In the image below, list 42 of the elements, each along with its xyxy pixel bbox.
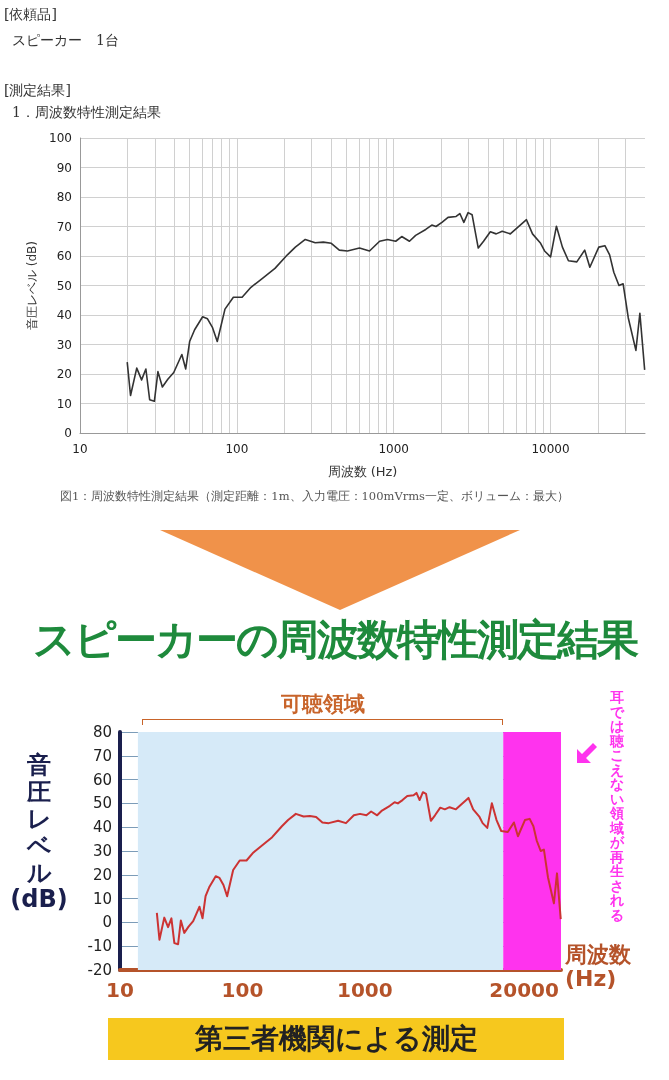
y-tick-label: 20 — [56, 367, 72, 381]
x-tick-label: 1000 — [337, 978, 393, 1002]
caption: 図1：周波数特性測定結果（測定距離：1m、入力電圧：100mVrms一定、ボリューム：最大） — [60, 489, 570, 504]
y-tick-label: 50 — [92, 794, 112, 813]
text: 第三者機関による測定 — [108, 1018, 564, 1060]
y-tick-label: 60 — [56, 249, 72, 263]
text: スピーカー 1台 — [12, 32, 119, 50]
y-tick-label: 0 — [102, 913, 112, 932]
x-tick-label: 10 — [72, 442, 88, 456]
chart-title: スピーカーの周波数特性測定結果 — [31, 614, 638, 666]
y-tick-label: 50 — [56, 278, 72, 293]
y-tick-label: -20 — [87, 961, 112, 979]
y-tick-label: 70 — [92, 746, 112, 765]
band-label: 可聴領域 — [279, 691, 366, 718]
y-tick-label: 40 — [56, 308, 72, 322]
y-axis-title: 音圧レベル(dB) — [9, 751, 69, 914]
x-tick-label: 20000 — [489, 978, 559, 1002]
y-tick-label: 30 — [56, 337, 72, 352]
y-tick-label: 90 — [56, 160, 72, 175]
x-tick-label: 100 — [221, 978, 264, 1002]
y-tick-label: 0 — [64, 426, 72, 440]
x-axis-title: 周波数(Hz) — [565, 942, 632, 992]
y-tick-label: 60 — [92, 770, 112, 789]
x-tick-label: 1000 — [378, 442, 409, 456]
y-tick-label: 30 — [92, 842, 112, 860]
y-tick-label: 10 — [56, 396, 72, 411]
chart-title: 1．周波数特性測定結果 — [12, 104, 161, 122]
y-tick-label: 80 — [92, 723, 112, 741]
x-axis-title: 周波数 (Hz) — [327, 464, 398, 479]
y-tick-label: 40 — [92, 818, 112, 837]
y-tick-label: 100 — [49, 131, 72, 145]
text: 耳では聴こえない領域が再生される — [610, 689, 624, 923]
text: [測定結果] — [4, 82, 71, 100]
y-tick-label: 10 — [92, 889, 112, 908]
y-tick-label: 80 — [56, 190, 72, 204]
y-tick-label: -10 — [87, 937, 112, 956]
text: [依頼品] — [4, 6, 57, 24]
x-tick-label: 10000 — [531, 442, 570, 456]
x-tick-label: 100 — [225, 442, 249, 456]
y-axis-title: 音圧レベル (dB) — [25, 240, 40, 331]
y-tick-label: 70 — [56, 219, 72, 234]
y-tick-label: 20 — [92, 865, 112, 884]
